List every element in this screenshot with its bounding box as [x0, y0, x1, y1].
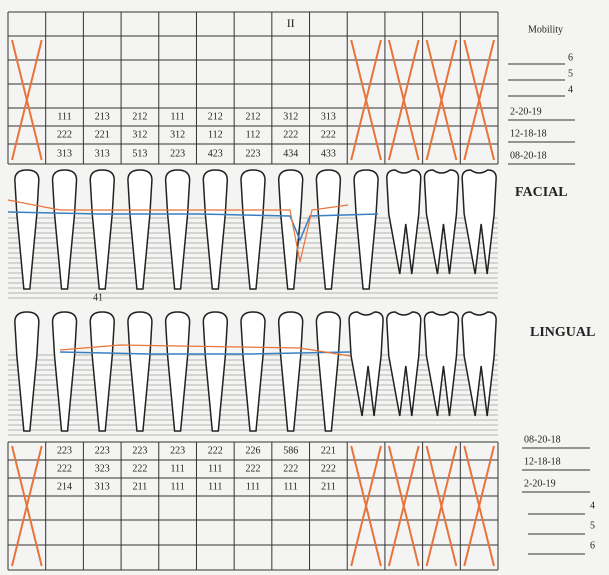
- reading: 214: [57, 481, 72, 492]
- page: Mobility FACIAL LINGUAL 41 II11121321211…: [0, 0, 609, 575]
- tooth: [166, 170, 190, 289]
- reading: 222: [321, 463, 336, 474]
- reading: 221: [95, 129, 110, 140]
- tooth: [203, 312, 227, 431]
- reading: 112: [208, 129, 223, 140]
- reading: 213: [95, 111, 110, 122]
- tooth: [462, 312, 496, 416]
- reading: 221: [321, 445, 336, 456]
- reading: 212: [246, 111, 261, 122]
- reading: 222: [246, 463, 261, 474]
- reading: 313: [57, 148, 72, 159]
- reading: 313: [95, 148, 110, 159]
- scale: 5: [568, 68, 573, 79]
- tooth: [241, 312, 265, 431]
- reading: 312: [132, 129, 147, 140]
- reading: 111: [284, 481, 298, 492]
- facial-label: FACIAL: [515, 185, 568, 200]
- tooth: [128, 170, 152, 289]
- tooth: [424, 170, 458, 274]
- tooth: [387, 170, 421, 274]
- tooth: [349, 312, 383, 416]
- tooth: [279, 170, 303, 289]
- date: 12-18-18: [524, 456, 561, 467]
- scale: 4: [590, 500, 595, 511]
- reading: 323: [95, 463, 110, 474]
- reading: 513: [132, 148, 147, 159]
- tooth: [462, 170, 496, 274]
- reading: 111: [170, 463, 184, 474]
- reading: 111: [57, 111, 71, 122]
- date: 08-20-18: [510, 150, 547, 161]
- tooth: [166, 312, 190, 431]
- reading: 434: [283, 148, 298, 159]
- reading: 111: [246, 481, 260, 492]
- reading: 222: [57, 129, 72, 140]
- tooth: [316, 170, 340, 289]
- reading: 312: [283, 111, 298, 122]
- tooth: [90, 170, 114, 289]
- reading: 211: [133, 481, 148, 492]
- reading: 111: [208, 463, 222, 474]
- reading: 223: [246, 148, 261, 159]
- reading: 222: [208, 445, 223, 456]
- reading: 223: [170, 148, 185, 159]
- scale: 5: [590, 520, 595, 531]
- date: 08-20-18: [524, 434, 561, 445]
- reading: 222: [57, 463, 72, 474]
- reading: 312: [170, 129, 185, 140]
- section-number: II: [287, 16, 295, 30]
- reading: 222: [321, 129, 336, 140]
- reading: 111: [170, 111, 184, 122]
- reading: 222: [283, 129, 298, 140]
- tooth: [316, 312, 340, 431]
- reading: 586: [283, 445, 298, 456]
- tooth: [90, 312, 114, 431]
- tooth: [15, 312, 39, 431]
- reading: 313: [321, 111, 336, 122]
- reading: 111: [208, 481, 222, 492]
- tooth: [279, 312, 303, 431]
- reading: 212: [208, 111, 223, 122]
- reading: 223: [132, 445, 147, 456]
- reading: 223: [57, 445, 72, 456]
- reading: 222: [283, 463, 298, 474]
- reading: 223: [95, 445, 110, 456]
- reading: 111: [170, 481, 184, 492]
- tooth: [128, 312, 152, 431]
- tooth: [387, 312, 421, 416]
- reading: 423: [208, 148, 223, 159]
- date: 2-20-19: [524, 478, 556, 489]
- reading: 212: [132, 111, 147, 122]
- perio-chart: Mobility FACIAL LINGUAL 41 II11121321211…: [0, 0, 609, 575]
- tooth: [241, 170, 265, 289]
- scale: 6: [590, 540, 595, 551]
- reading: 433: [321, 148, 336, 159]
- tooth: [354, 170, 378, 289]
- date: 2-20-19: [510, 106, 542, 117]
- reading: 211: [321, 481, 336, 492]
- tooth: [424, 312, 458, 416]
- tooth: [53, 312, 77, 431]
- tooth: [15, 170, 39, 289]
- date: 12-18-18: [510, 128, 547, 139]
- reading: 226: [246, 445, 261, 456]
- scale: 4: [568, 84, 573, 95]
- lingual-label: LINGUAL: [530, 325, 595, 340]
- reading: 112: [246, 129, 261, 140]
- mobility-label: Mobility: [528, 24, 563, 35]
- reading: 222: [132, 463, 147, 474]
- reading: 223: [170, 445, 185, 456]
- reading: 313: [95, 481, 110, 492]
- tooth: [53, 170, 77, 289]
- scale: 6: [568, 52, 573, 63]
- tooth: [203, 170, 227, 289]
